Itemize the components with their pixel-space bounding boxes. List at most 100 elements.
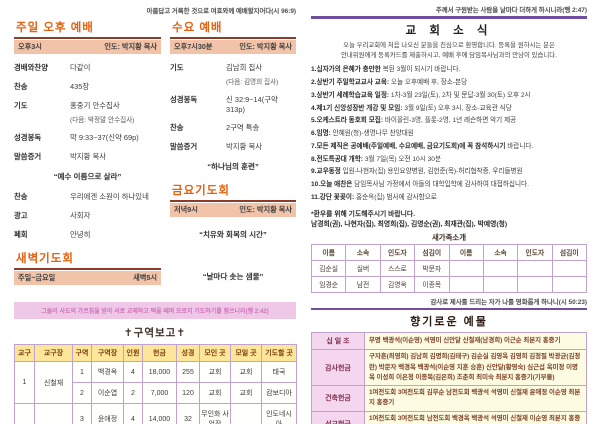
table-cell: 3 <box>72 403 92 424</box>
table-cell <box>448 275 484 293</box>
table-cell: 120 <box>176 382 200 404</box>
row-label: 경배와찬양 <box>14 63 48 72</box>
offering-type: 건축헌금 <box>311 385 365 412</box>
offering-names: 무명 백광석(이순영) 석영미 신안달 신철재(남경희) 이근순 최분지 홍중기 <box>364 332 587 351</box>
new-family-table: 이름 소속 인도자 섬김이 이름 소속 인도자 섬김이 김순실 실버 스스로 박문자 임경순 남전 김영… <box>310 243 588 293</box>
service-row: 찬송 2구역 특송 <box>170 122 296 133</box>
column-header: 구역 <box>72 344 92 362</box>
table-cell <box>482 275 519 293</box>
worship-columns: 주일 오후 예배 오후3시 인도: 박지황 목사 경배와찬양 다같이 찬송 43… <box>14 18 296 291</box>
news-item-lead: 7.모든 제직은 공예배(주일예배, 수요예배, 금요기도회)에 꼭 참석하시기 <box>311 142 506 150</box>
news-item-lead: 5.오케스트라 동호회 모집: <box>311 117 384 125</box>
news-item-rest: 바랍니다. <box>505 142 534 150</box>
news-item-rest: 담임목사님 가정에서 아들의 대학입학에 감사하여 대접하십니다. <box>352 181 529 189</box>
row-label: 찬송 <box>14 82 28 91</box>
news-item: 7.모든 제직은 공예배(주일예배, 수요예배, 금요기도회)에 꼭 참석하시기… <box>311 142 587 151</box>
offering-row: 건축헌금 1여전도회 3여전도회 김무순 남전도회 백광석 석영미 신철재 윤애… <box>311 385 587 412</box>
scripture-banner: 그들이 사도의 가르침을 받아 서로 교제하고 떡을 떼며 오로지 기도하기를 … <box>14 302 296 319</box>
bulletin-page-left: 아름답고 거룩한 것으로 여호와께 예배할지어다(시 96:9) 주일 오후 예… <box>14 6 297 424</box>
table-row: 임경순 남전 김영옥 이종목 <box>310 275 588 293</box>
row-label: 기도 <box>14 101 28 110</box>
news-item-rest: 홍순옥(집) 범사에 감사함으로 <box>354 194 437 201</box>
row-value: 막 9:33~37(신약 69p) <box>70 133 139 142</box>
column-header: 인원 <box>123 344 143 362</box>
column-header: 모인 곳 <box>199 344 231 362</box>
table-cell: 김순실 <box>310 259 347 277</box>
table-row: 1 신철재 1 백경옥 4 18,000 255 교회 교회 태국 <box>14 361 297 404</box>
table-cell <box>230 403 262 424</box>
table-cell: 소속 <box>482 243 519 261</box>
news-item-rest: 1차-3월 23일(토), 2차 및 문답-3월 30(토) 오후 2시 <box>389 91 531 99</box>
table-cell: 이순엽 <box>91 382 124 404</box>
table-cell <box>551 275 588 293</box>
news-item: 5.오케스트라 동호회 모집: 바이올린-3명, 플롯-2명, 1년 레슨하면 … <box>311 118 587 125</box>
offerings-title: 향기로운 예물 <box>410 316 488 329</box>
table-cell: 교회 <box>199 361 231 383</box>
news-item: 1.십자가의 은혜가 충만한 복된 3월이 되시기 바랍니다. <box>311 66 587 74</box>
table-cell <box>551 259 588 277</box>
row-value: 김남희 집사 (다음: 김명희 집사) <box>218 62 296 86</box>
column-header: 모일 곳 <box>230 344 262 362</box>
row-value: 435장 <box>70 82 90 91</box>
row-value: 사회자 <box>70 211 91 220</box>
table-cell: 인도자 <box>379 243 416 261</box>
news-item: 4.제1기 신앙성장반 개강 및 모임: 3월 9일(토) 오후 3시, 장소-… <box>311 104 587 113</box>
news-item: 2.상반기 주일학교교사 교육: 오늘 오후예배 후, 장소-본당 <box>311 78 587 87</box>
row-value: 박지황 목사 <box>226 142 263 151</box>
table-cell: 실버 <box>345 259 381 277</box>
column-header: 교구 <box>14 344 35 362</box>
new-family-title: 새가족소개 <box>432 232 466 242</box>
sermon-title-quote: “예수 이름으로 살라” <box>53 172 122 181</box>
news-item-rest: 복된 3월이 되시기 바랍니다. <box>380 66 461 74</box>
column-header: 교구장 <box>34 344 73 362</box>
dawn-prayer-section: 새벽기도회 주일~금요일 새벽5시 <box>14 249 161 285</box>
table-cell: 1 <box>72 361 92 383</box>
news-items: 1.십자가의 은혜가 충만한 복된 3월이 되시기 바랍니다. 2.상반기 주일… <box>311 66 587 202</box>
offering-row: 십 일 조 무명 백광석(이순영) 석영미 신안달 신철재(남경희) 이근순 최… <box>311 332 587 351</box>
row-value-main: 홍중기 안수집사 <box>70 101 120 110</box>
news-item-lead: 11.강단 꽃꽂이: <box>311 194 355 201</box>
row-value: 다같이 <box>70 63 91 72</box>
table-cell: 14,000 <box>142 403 177 424</box>
service-row: 기도 홍중기 안수집사 (다음: 박정말 안수집사) <box>14 100 161 124</box>
offering-type: 십 일 조 <box>311 332 365 351</box>
table-cell: 남전 <box>345 275 381 293</box>
news-item-rest: 바이올린-3명, 플롯-2명, 1년 레슨하면 악기 제공 <box>383 117 517 125</box>
column-header: 기도할 곳 <box>261 344 297 362</box>
service-row: 경배와찬양 다같이 <box>14 62 161 73</box>
table-cell: 김영옥 <box>379 275 416 293</box>
service-row: 기도 김남희 집사 (다음: 김명희 집사) <box>170 62 296 86</box>
dawn-prayer-bar: 주일~금요일 새벽5시 <box>14 271 161 285</box>
row-value-main: 김남희 집사 <box>226 63 263 72</box>
row-value: 2구역 특송 <box>226 123 260 132</box>
news-item-lead: 10.오늘 애찬은 <box>311 181 353 189</box>
news-item-rest: 3월 7일(목) 오전 10시 30분 <box>363 155 442 163</box>
sunday-service-section: 주일 오후 예배 오후3시 인도: 박지황 목사 경배와찬양 다같이 찬송 43… <box>14 18 161 291</box>
wednesday-service-time: 오후7시30분 <box>174 42 213 51</box>
left-top-verse: 아름답고 거룩한 것으로 여호와께 예배할지어다(시 96:9) <box>146 8 296 15</box>
table-cell <box>517 259 553 277</box>
news-item: 10.오늘 애찬은 담임목사님 가정에서 아들의 대학입학에 감사하여 대접하십… <box>311 181 587 189</box>
news-item-rest: 3월 9일(토) 오후 3시, 장소-교육관 식당 <box>402 104 512 112</box>
purple-rule <box>311 16 587 19</box>
row-value: 우리에겐 소원이 하나있네 <box>70 192 149 201</box>
row-value: 홍중기 안수집사 (다음: 박정말 안수집사) <box>62 100 161 124</box>
service-row: 광고 사회자 <box>14 210 161 221</box>
table-cell: 이름 <box>310 243 347 261</box>
offering-row: 감사헌금 구자훈(최영희) 김남희 김명희(김태구) 김순실 김영옥 김영희 김… <box>311 349 587 387</box>
prayer-for-sick-heading: *환우를 위해 기도해주시기 바랍니다. <box>311 210 415 218</box>
news-item: 11.강단 꽃꽂이: 홍순옥(집) 범사에 감사함으로 <box>311 194 587 202</box>
row-label: 찬송 <box>14 192 28 201</box>
sunday-service-leader: 인도: 박지황 목사 <box>104 42 157 51</box>
table-cell: 인도네시아 <box>261 403 297 424</box>
service-row: 성경봉독 막 9:33~37(신약 69p) <box>14 132 161 143</box>
dawn-prayer-title: 새벽기도회 <box>14 249 161 270</box>
news-item: 9.교우동정 입원-나현자(집) 용인요양병원, 김헌준(목)-허리협착증, 우… <box>311 169 587 176</box>
news-item-rest: 안혜원(청)-생명나무 찬양대원 <box>330 130 414 138</box>
table-cell: 스스로 <box>379 259 416 277</box>
row-value: 박지황 목사 <box>70 152 107 161</box>
sunday-service-title: 주일 오후 예배 <box>14 18 161 39</box>
row-label: 성경봉독 <box>170 95 198 104</box>
news-item-rest: 오늘 오후예배 후, 장소-본당 <box>389 78 468 86</box>
